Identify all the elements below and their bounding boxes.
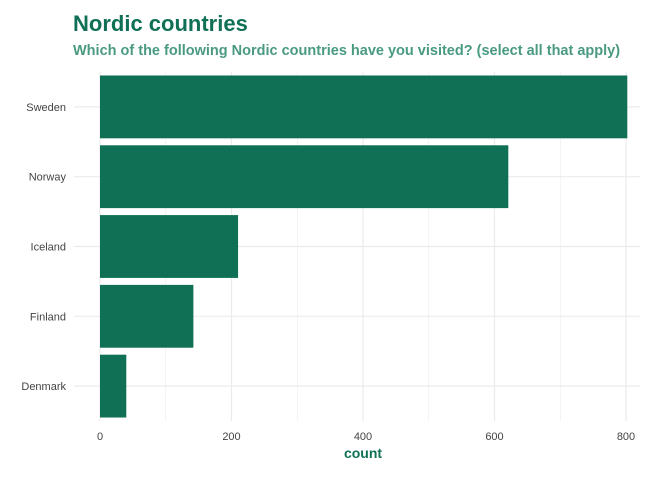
y-tick-label: Finland [30,311,66,323]
bars [100,75,628,418]
bar-sweden [100,75,628,139]
x-tick-label: 800 [617,431,635,443]
bar-norway [100,145,509,209]
bar-finland [100,284,194,348]
x-tick-labels: 0 200 400 600 800 [97,431,635,443]
chart-subtitle: Which of the following Nordic countries … [73,43,621,59]
y-tick-label: Norway [29,172,67,184]
y-tick-label: Denmark [21,381,66,393]
x-axis-title: count [344,445,382,461]
bar-iceland [100,215,239,278]
x-tick-label: 600 [485,431,503,443]
x-tick-label: 200 [222,431,240,443]
y-tick-labels: Sweden Norway Iceland Finland Denmark [21,102,66,393]
chart-title: Nordic countries [73,11,248,36]
x-tick-label: 0 [97,431,103,443]
x-tick-label: 400 [354,431,372,443]
y-tick-label: Sweden [26,102,66,114]
y-tick-label: Iceland [31,242,66,254]
bar-denmark [100,354,127,418]
